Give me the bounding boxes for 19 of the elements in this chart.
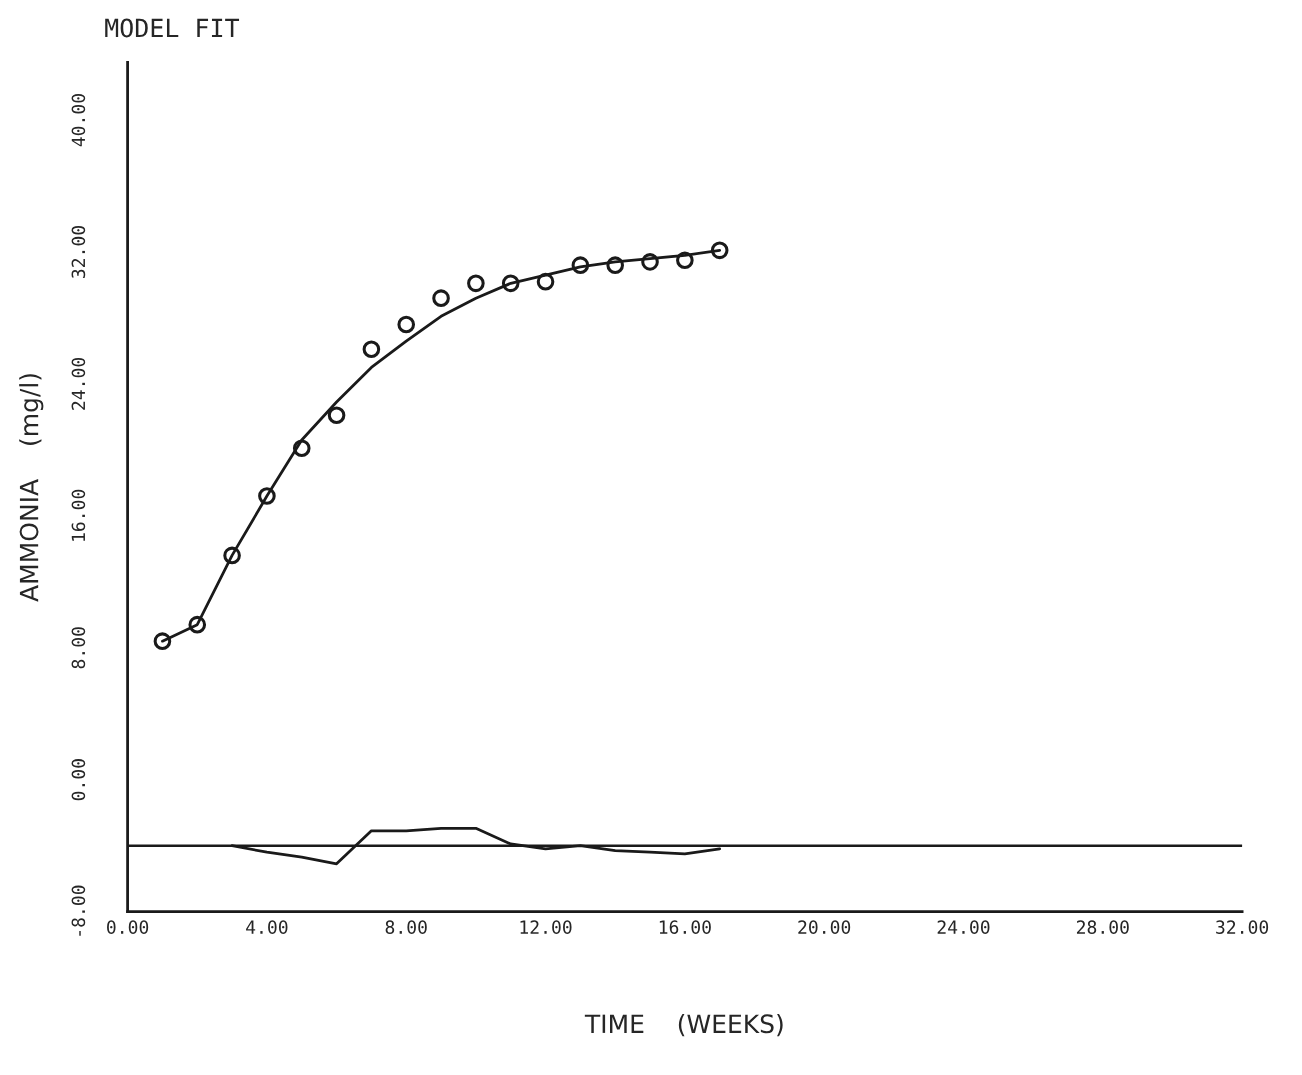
y-tick-label: 8.00 (71, 627, 86, 669)
x-tick-label: 4.00 (246, 920, 288, 935)
x-axis-title: TIME (WEEKS) (584, 1013, 783, 1037)
y-tick-label: 24.00 (71, 357, 86, 410)
x-tick-label: 32.00 (1216, 920, 1269, 935)
y-tick-label: 40.00 (71, 94, 86, 147)
x-tick-label: 20.00 (798, 920, 851, 935)
y-tick-label: 0.00 (71, 759, 86, 801)
x-tick-label: 24.00 (937, 920, 990, 935)
y-tick-label: 16.00 (71, 489, 86, 541)
x-tick-label: 28.00 (1076, 920, 1129, 935)
x-tick-label: 0.00 (107, 920, 149, 935)
x-tick-label: 12.00 (520, 920, 572, 935)
y-axis-title: AMMONIA (mg/l) (19, 374, 44, 602)
chart-title: MODEL FIT (105, 18, 240, 38)
y-tick-label: 32.00 (71, 225, 86, 278)
x-tick-label: 8.00 (385, 920, 427, 935)
y-tick-label: -8.00 (71, 885, 86, 936)
x-tick-label: 16.00 (659, 920, 711, 935)
